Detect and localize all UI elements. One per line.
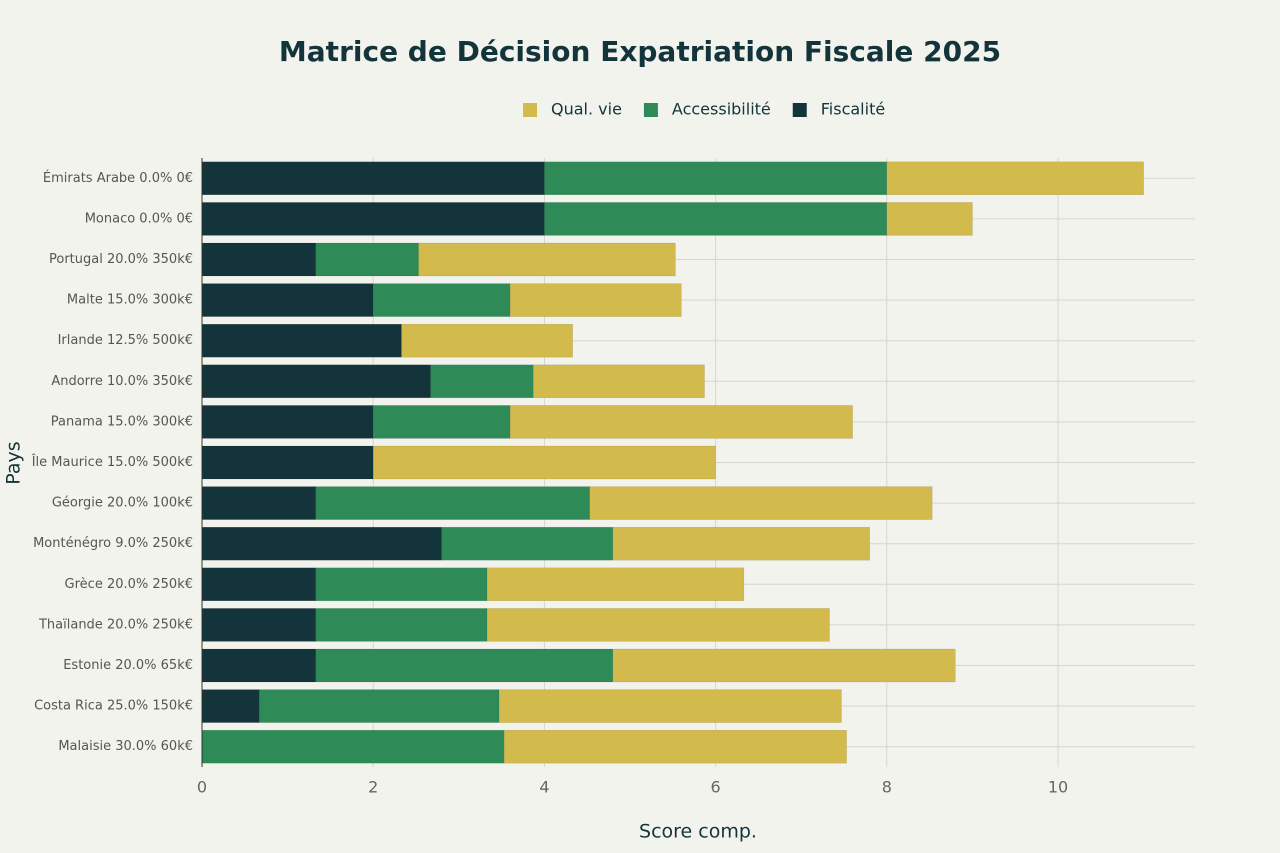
legend-swatch (643, 103, 658, 117)
bar-segment (544, 202, 888, 236)
x-tick-label: 0 (197, 778, 207, 797)
legend: Qual. vie Accessibilité Fiscalité (523, 100, 885, 119)
bar-segment (589, 486, 933, 520)
bar-segment (503, 729, 847, 764)
x-axis-title: Score comp. (639, 821, 757, 843)
bar-segment (315, 486, 591, 520)
legend-label: Qual. vie (551, 100, 622, 119)
bar-segment (418, 242, 676, 277)
bar-segment (315, 242, 419, 277)
bar-segment (486, 567, 745, 602)
legend-label: Accessibilité (672, 100, 771, 119)
bar-segment (372, 283, 511, 317)
y-tick-label: Monténégro 9.0% 250k€ (33, 536, 193, 551)
bar-segment (886, 161, 1144, 196)
bar-segment (201, 242, 317, 277)
bar-segment (315, 567, 488, 602)
legend-swatch (792, 103, 807, 117)
y-tick-label: Panama 15.0% 300k€ (51, 414, 193, 429)
x-tick-label: 10 (1048, 778, 1068, 797)
y-tick-label: Malaisie 30.0% 60k€ (58, 739, 193, 754)
x-tick-label: 6 (711, 778, 721, 797)
bar-segment (509, 283, 682, 317)
bar-segment (612, 648, 956, 683)
bar-segment (201, 283, 374, 317)
y-tick-label: Île Maurice 15.0% 500k€ (31, 454, 193, 470)
bar-segment (201, 202, 545, 236)
y-tick-label: Émirats Arabe 0.0% 0€ (43, 170, 193, 186)
bar-segment (259, 689, 500, 723)
bar-segment (612, 526, 870, 561)
bar-segment (509, 405, 853, 439)
y-tick-label: Thaïlande 20.0% 250k€ (38, 617, 193, 632)
y-tick-label: Andorre 10.0% 350k€ (51, 374, 193, 389)
bar-segment (201, 364, 431, 399)
x-tick-label: 2 (368, 778, 378, 797)
y-axis-title: Pays (3, 441, 25, 484)
bar-segment (886, 202, 973, 236)
bar-segment (201, 729, 505, 764)
bar-segment (201, 567, 317, 602)
bar-segment (201, 161, 545, 196)
bar-segment (441, 526, 614, 561)
bar-segment (201, 445, 374, 480)
y-tick-label: Monaco 0.0% 0€ (85, 211, 193, 226)
bar-segment (201, 689, 260, 723)
bar-segment (372, 405, 511, 439)
bar-segment (201, 486, 317, 520)
y-tick-label: Estonie 20.0% 65k€ (63, 658, 193, 673)
bar-segment (201, 608, 317, 642)
bars (201, 161, 1144, 764)
bar-segment (201, 405, 374, 439)
bar-segment (315, 648, 614, 683)
y-tick-label: Grèce 20.0% 250k€ (65, 577, 193, 592)
y-tick-label: Portugal 20.0% 350k€ (49, 252, 193, 267)
bar-segment (201, 526, 442, 561)
bar-segment (401, 323, 573, 358)
x-tick-label: 8 (882, 778, 892, 797)
y-tick-label: Malte 15.0% 300k€ (67, 293, 193, 308)
bar-segment (533, 364, 705, 399)
y-tick-label: Costa Rica 25.0% 150k€ (34, 699, 193, 714)
bar-segment (430, 364, 534, 399)
bar-segment (201, 648, 317, 683)
y-tick-label: Irlande 12.5% 500k€ (58, 333, 193, 348)
bar-segment (498, 689, 842, 723)
bar-segment (372, 445, 716, 480)
bar-segment (544, 161, 888, 196)
legend-label: Fiscalité (821, 100, 885, 119)
bar-segment (201, 323, 402, 358)
legend-swatch (523, 103, 537, 117)
bar-segment (486, 608, 830, 642)
y-tick-label: Géorgie 20.0% 100k€ (52, 496, 193, 511)
chart-title: Matrice de Décision Expatriation Fiscale… (279, 35, 1001, 68)
bar-segment (315, 608, 488, 642)
x-tick-label: 4 (539, 778, 549, 797)
